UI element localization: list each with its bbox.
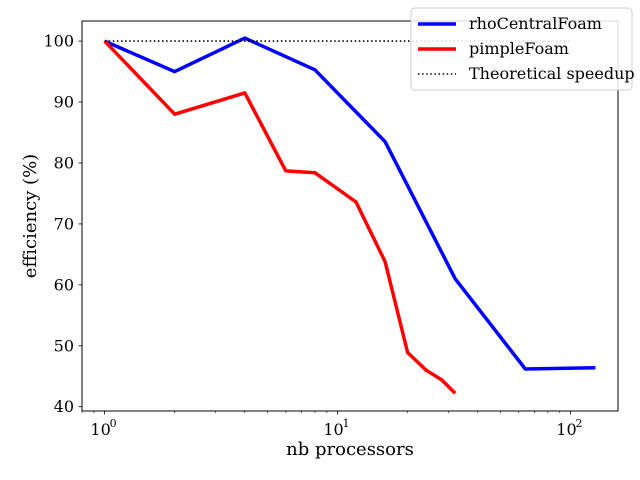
y-tick-label: 70 <box>54 214 74 233</box>
legend-box <box>410 7 633 91</box>
x-tick-label-exponent: 2 <box>575 417 582 430</box>
y-tick-label: 50 <box>54 336 74 355</box>
y-tick-label: 80 <box>54 153 74 172</box>
x-tick-label-exponent: 1 <box>343 417 350 430</box>
y-axis-label: efficiency (%) <box>20 154 41 278</box>
series-line-1 <box>103 39 457 395</box>
y-axis-ticks: 40 50 60 70 80 90 100 <box>43 32 82 416</box>
x-axis-label: nb processors <box>286 439 414 460</box>
x-tick-label: 10 <box>90 420 110 439</box>
y-tick-label: 90 <box>54 93 74 112</box>
legend-label-0: rhoCentralFoam <box>469 14 602 33</box>
series-lines <box>103 36 596 395</box>
legend-label-2: Theoretical speedup <box>469 64 635 83</box>
plot-frame <box>81 20 619 412</box>
x-axis-ticks: 100 101 102 <box>81 411 582 439</box>
x-tick-label-exponent: 0 <box>110 417 117 430</box>
y-tick-label: 100 <box>43 32 74 51</box>
legend-label-1: pimpleFoam <box>469 39 569 58</box>
y-tick-label: 60 <box>54 275 74 294</box>
x-tick-label: 10 <box>323 420 343 439</box>
y-tick-label: 40 <box>54 397 74 416</box>
legend: rhoCentralFoam pimpleFoam Theoretical spee… <box>410 7 635 91</box>
series-line-0 <box>103 36 596 371</box>
x-tick-label: 10 <box>556 420 576 439</box>
